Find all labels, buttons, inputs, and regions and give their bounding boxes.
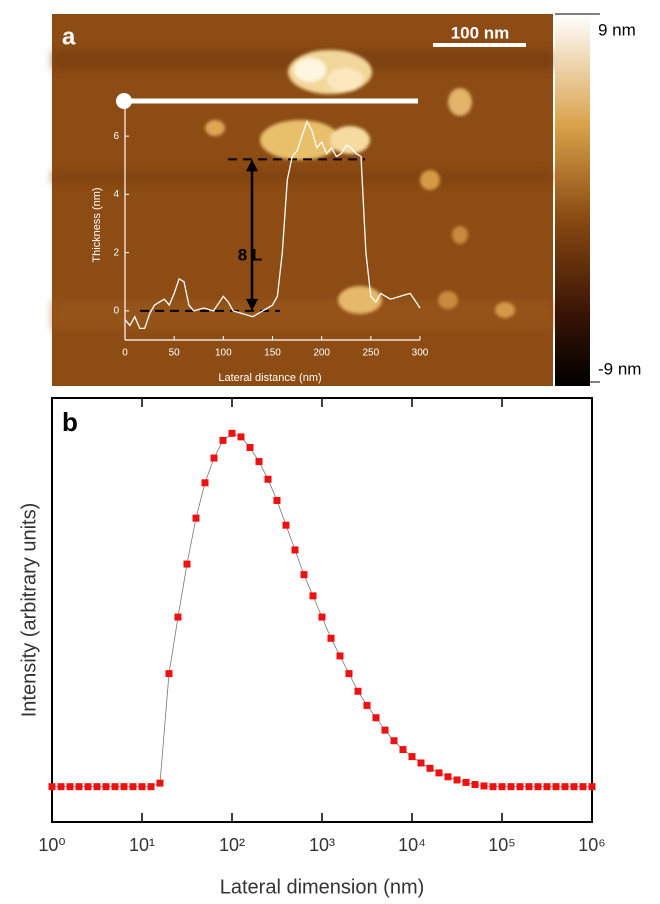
data-point <box>480 782 488 790</box>
data-point <box>48 783 56 791</box>
data-point <box>102 783 110 791</box>
data-point <box>129 783 137 791</box>
x-tick-label: 200 <box>313 348 330 359</box>
x-tick-label: 300 <box>412 348 429 359</box>
y-tick-label: 4 <box>113 189 119 200</box>
x-axis-title: Lateral dimension (nm) <box>220 876 425 898</box>
data-point <box>228 429 236 437</box>
data-point <box>57 783 65 791</box>
data-point <box>246 443 254 451</box>
data-point <box>435 769 443 777</box>
data-point <box>426 764 434 772</box>
data-point <box>174 613 182 621</box>
data-point <box>327 634 335 642</box>
data-point <box>282 521 290 529</box>
data-point <box>507 783 515 791</box>
y-axis-title: Intensity (arbitrary units) <box>18 503 40 718</box>
x-tick-label: 50 <box>169 348 181 359</box>
data-point <box>471 781 479 789</box>
data-point <box>462 778 470 786</box>
panel-label: a <box>62 23 76 50</box>
x-tick-label: 10⁰ <box>38 835 65 855</box>
data-point <box>543 783 551 791</box>
data-point <box>453 776 461 784</box>
data-point <box>111 783 119 791</box>
data-point <box>381 726 389 734</box>
data-point <box>579 783 587 791</box>
colorbar-tick-label: -9 nm <box>598 359 641 378</box>
data-point <box>498 783 506 791</box>
data-point <box>525 783 533 791</box>
data-point <box>273 496 281 504</box>
x-tick-label: 0 <box>122 348 128 359</box>
plot-frame <box>51 397 593 823</box>
data-point <box>345 670 353 678</box>
colorbar <box>555 14 590 386</box>
data-point <box>66 783 74 791</box>
x-tick-label: 100 <box>215 348 232 359</box>
panel-label: b <box>62 407 78 437</box>
data-point <box>93 783 101 791</box>
annotation: 8 L <box>238 245 263 264</box>
profile-line <box>124 120 421 330</box>
data-point <box>183 560 191 568</box>
data-point <box>219 436 227 444</box>
data-point <box>417 759 425 767</box>
data-point <box>570 783 578 791</box>
x-tick-label: 10⁶ <box>578 835 605 855</box>
data-point <box>75 783 83 791</box>
data-point <box>255 458 263 466</box>
y-tick-label: 6 <box>113 131 119 142</box>
data-point <box>291 546 299 554</box>
x-axis-title: Lateral distance (nm) <box>218 372 321 384</box>
data-point <box>489 783 497 791</box>
data-point <box>354 687 362 695</box>
data-point <box>210 454 218 462</box>
data-point <box>318 613 326 621</box>
data-point <box>399 746 407 754</box>
colorbar-tick-label: 9 nm <box>598 20 636 39</box>
data-point <box>120 783 128 791</box>
y-axis-title: Thickness (nm) <box>91 187 103 262</box>
data-point <box>516 783 524 791</box>
x-tick-label: 10² <box>219 835 245 855</box>
x-tick-label: 10⁵ <box>488 835 515 855</box>
data-point <box>588 783 596 791</box>
data-point <box>408 753 416 761</box>
data-point <box>264 475 272 483</box>
data-point <box>561 783 569 791</box>
data-point <box>201 479 209 487</box>
connector-line <box>52 432 592 788</box>
data-point <box>156 779 164 787</box>
x-tick-label: 250 <box>362 348 379 359</box>
afm-image <box>52 14 553 386</box>
x-tick-label: 10¹ <box>129 835 155 855</box>
y-tick-label: 2 <box>113 247 119 258</box>
data-point <box>444 773 452 781</box>
data-point <box>84 783 92 791</box>
data-point <box>237 433 245 441</box>
data-point <box>534 783 542 791</box>
x-tick-label: 150 <box>264 348 281 359</box>
x-tick-label: 10⁴ <box>398 835 426 855</box>
data-point <box>300 571 308 579</box>
y-tick-label: 0 <box>113 306 119 317</box>
data-point <box>390 737 398 745</box>
data-point <box>192 514 200 522</box>
data-point <box>309 592 317 600</box>
data-point <box>138 783 146 791</box>
data-point <box>372 714 380 722</box>
scale-bar-label: 100 nm <box>451 23 510 42</box>
data-point <box>147 783 155 791</box>
data-point <box>363 701 371 709</box>
x-tick-label: 10³ <box>309 835 335 855</box>
data-point <box>552 783 560 791</box>
data-point <box>165 670 173 678</box>
data-point <box>336 652 344 660</box>
